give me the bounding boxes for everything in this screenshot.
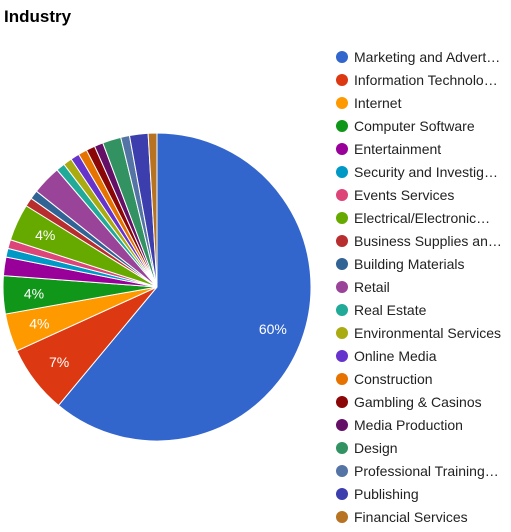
legend-item-real-estate[interactable]: Real Estate	[336, 302, 427, 318]
legend-item-electrical-electronic[interactable]: Electrical/Electronic…	[336, 210, 490, 226]
legend-swatch	[336, 373, 348, 385]
legend-swatch	[336, 442, 348, 454]
pie-slices	[2, 132, 312, 442]
legend-label: Retail	[354, 279, 390, 295]
legend-item-internet[interactable]: Internet	[336, 95, 402, 111]
legend-label: Business Supplies an…	[354, 233, 502, 249]
chart-title: Industry	[4, 7, 72, 26]
legend-label: Building Materials	[354, 256, 465, 272]
legend-swatch	[336, 396, 348, 408]
legend-label: Marketing and Advert…	[354, 49, 500, 65]
legend-label: Online Media	[354, 348, 437, 364]
slice-label-information-technolo: 7%	[49, 354, 69, 370]
legend-item-media-production[interactable]: Media Production	[336, 417, 463, 433]
legend-swatch	[336, 419, 348, 431]
slice-label-computer-software: 4%	[24, 285, 44, 301]
legend-label: Gambling & Casinos	[354, 394, 482, 410]
legend-label: Publishing	[354, 486, 419, 502]
pie-slice-marketing-and-advert[interactable]	[57, 132, 312, 442]
legend-item-events-services[interactable]: Events Services	[336, 187, 454, 203]
legend-label: Computer Software	[354, 118, 475, 134]
legend-item-entertainment[interactable]: Entertainment	[336, 141, 441, 157]
legend-swatch	[336, 74, 348, 86]
legend-swatch	[336, 327, 348, 339]
legend-swatch	[336, 97, 348, 109]
legend-item-online-media[interactable]: Online Media	[336, 348, 437, 364]
pie-slice-financial-services[interactable]	[147, 132, 158, 288]
legend-label: Design	[354, 440, 398, 456]
legend-label: Environmental Services	[354, 325, 501, 341]
legend-item-business-supplies-an[interactable]: Business Supplies an…	[336, 233, 502, 249]
legend-swatch	[336, 304, 348, 316]
legend-item-financial-services[interactable]: Financial Services	[336, 509, 468, 525]
legend-swatch	[336, 281, 348, 293]
legend-item-marketing-and-advert[interactable]: Marketing and Advert…	[336, 49, 500, 65]
legend-item-retail[interactable]: Retail	[336, 279, 390, 295]
legend-item-information-technolo[interactable]: Information Technolo…	[336, 72, 498, 88]
legend-swatch	[336, 350, 348, 362]
legend-label: Entertainment	[354, 141, 441, 157]
legend-item-computer-software[interactable]: Computer Software	[336, 118, 475, 134]
legend-swatch	[336, 143, 348, 155]
legend-swatch	[336, 511, 348, 523]
slice-label-marketing-and-advert: 60%	[259, 321, 287, 337]
legend-item-building-materials[interactable]: Building Materials	[336, 256, 465, 272]
legend-swatch	[336, 166, 348, 178]
legend: Marketing and Advert… Information Technol…	[336, 49, 502, 525]
legend-item-design[interactable]: Design	[336, 440, 398, 456]
slice-label-electrical-electronic: 4%	[35, 227, 55, 243]
legend-swatch	[336, 258, 348, 270]
legend-item-gambling-casinos[interactable]: Gambling & Casinos	[336, 394, 482, 410]
legend-label: Construction	[354, 371, 433, 387]
legend-swatch	[336, 488, 348, 500]
legend-swatch	[336, 189, 348, 201]
legend-label: Real Estate	[354, 302, 427, 318]
legend-label: Financial Services	[354, 509, 468, 525]
legend-swatch	[336, 51, 348, 63]
legend-swatch	[336, 120, 348, 132]
legend-label: Information Technolo…	[354, 72, 498, 88]
legend-label: Security and Investig…	[354, 164, 498, 180]
legend-label: Electrical/Electronic…	[354, 210, 490, 226]
legend-label: Professional Training…	[354, 463, 499, 479]
legend-item-environmental-services[interactable]: Environmental Services	[336, 325, 501, 341]
legend-swatch	[336, 235, 348, 247]
legend-item-security-and-investig[interactable]: Security and Investig…	[336, 164, 498, 180]
legend-label: Internet	[354, 95, 402, 111]
legend-label: Media Production	[354, 417, 463, 433]
legend-item-professional-training[interactable]: Professional Training…	[336, 463, 499, 479]
legend-item-publishing[interactable]: Publishing	[336, 486, 419, 502]
legend-label: Events Services	[354, 187, 454, 203]
legend-item-construction[interactable]: Construction	[336, 371, 433, 387]
slice-label-internet: 4%	[29, 316, 49, 332]
pie-labels: 60% 7% 4% 4% 4%	[24, 227, 287, 370]
legend-swatch	[336, 465, 348, 477]
legend-swatch	[336, 212, 348, 224]
